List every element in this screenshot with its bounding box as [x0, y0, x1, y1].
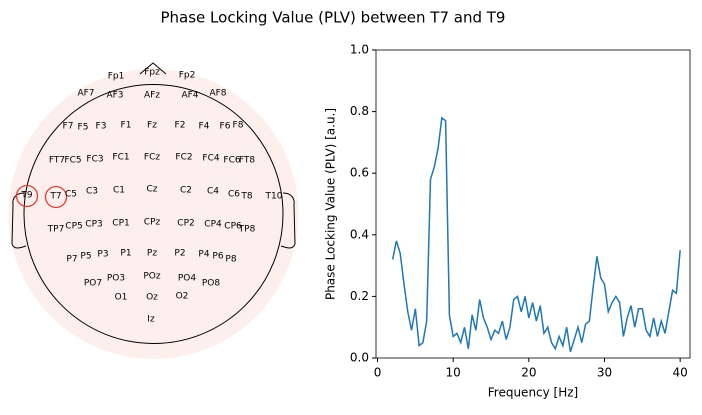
sensor-label: P3: [97, 250, 108, 260]
axes-frame: [375, 49, 691, 359]
sensor-label: FT7: [49, 156, 65, 166]
sensor-label: CP5: [65, 222, 82, 232]
sensor-label: AF8: [209, 89, 226, 99]
x-tick-label: 30: [597, 366, 612, 380]
sensor-label: F6: [220, 122, 231, 132]
x-tick-label: 20: [521, 366, 536, 380]
sensor-label: F5: [78, 123, 89, 133]
x-tick-label: 10: [446, 366, 461, 380]
right-ear: [280, 192, 296, 249]
left-ear: [11, 192, 27, 249]
topo-disc: [8, 69, 299, 359]
sensor-label: FC1: [112, 153, 129, 163]
sensor-label: CP4: [204, 220, 222, 230]
sensor-label: AF4: [181, 91, 198, 101]
y-tick-label: 1.0: [350, 43, 369, 57]
sensor-label: C6: [228, 190, 240, 200]
x-tick-label: 0: [374, 366, 382, 380]
sensor-label: P4: [198, 250, 209, 260]
sensor-label: Fpz: [144, 68, 160, 78]
sensor-label: Pz: [147, 249, 157, 259]
sensor-label: C4: [207, 187, 219, 197]
figure-title: Phase Locking Value (PLV) between T7 and…: [161, 9, 506, 27]
sensor-label: Fz: [147, 121, 157, 131]
sensor-label: PO3: [107, 274, 125, 284]
sensor-highlight: [15, 184, 39, 208]
sensor-label: Fp2: [179, 71, 196, 81]
sensor-label: O1: [115, 293, 128, 303]
sensor-label: P2: [174, 249, 185, 259]
sensor-label: PO7: [84, 279, 102, 289]
sensor-label: FT8: [239, 156, 256, 166]
sensor-label: PO8: [202, 279, 221, 289]
sensor-label: Oz: [146, 293, 158, 303]
y-tick-label: 0.0: [350, 351, 369, 365]
sensor-label: T10: [265, 192, 283, 202]
sensor-label: C2: [180, 186, 192, 196]
sensor-label: C1: [113, 186, 125, 196]
sensor-highlight: [44, 185, 68, 209]
sensor-label: F4: [199, 122, 210, 132]
sensor-label: C5: [65, 190, 77, 200]
sensor-label: FC2: [175, 153, 192, 163]
sensor-label: F7: [63, 122, 74, 132]
sensor-label: C3: [86, 187, 98, 197]
sensor-label: F2: [175, 121, 186, 131]
sensor-label: T9: [20, 191, 32, 201]
sensor-label: T7: [49, 192, 61, 202]
sensor-label: Iz: [147, 315, 155, 325]
sensor-label: FC6: [223, 156, 240, 166]
sensor-label: CP1: [112, 219, 129, 229]
sensor-label: TP7: [47, 225, 65, 235]
sensor-label: F3: [96, 122, 107, 132]
y-axis-label: Phase Locking Value (PLV) [a.u.]: [324, 108, 338, 300]
sensor-label: AF7: [77, 89, 94, 99]
sensor-label: Cz: [146, 185, 157, 195]
x-tick-label: 40: [673, 366, 688, 380]
x-axis-label: Frequency [Hz]: [488, 386, 579, 400]
sensor-label: FCz: [144, 153, 160, 163]
sensor-label: AFz: [144, 91, 160, 101]
sensor-label: FC5: [64, 156, 81, 166]
sensor-label: CP3: [85, 220, 102, 230]
y-tick-label: 0.6: [350, 166, 369, 180]
sensor-label: O2: [176, 292, 189, 302]
sensor-label: T8: [240, 192, 252, 202]
sensor-label: AF3: [106, 91, 123, 101]
sensor-label: POz: [143, 272, 161, 282]
sensor-label: CP2: [177, 219, 194, 229]
y-tick-label: 0.4: [350, 227, 369, 241]
head: [23, 84, 284, 344]
sensor-label: P1: [120, 249, 131, 259]
sensor-label: P5: [80, 252, 91, 262]
y-tick-label: 0.8: [350, 104, 369, 118]
y-tick-label: 0.2: [350, 289, 369, 303]
sensor-label: P6: [212, 252, 223, 262]
sensor-label: P8: [225, 255, 236, 265]
sensor-label: P7: [66, 255, 77, 265]
sensor-label: PO4: [178, 274, 197, 284]
sensor-label: Fp1: [108, 72, 125, 82]
plv-line: [391, 116, 681, 353]
nose: [139, 62, 167, 75]
sensor-label: FC4: [202, 154, 219, 164]
sensor-label: CP6: [224, 222, 242, 232]
sensor-label: CPz: [144, 218, 161, 228]
sensor-label: TP8: [238, 225, 256, 235]
sensor-label: F1: [121, 121, 132, 131]
sensor-label: F8: [233, 121, 244, 131]
sensor-label: FC3: [86, 155, 103, 165]
